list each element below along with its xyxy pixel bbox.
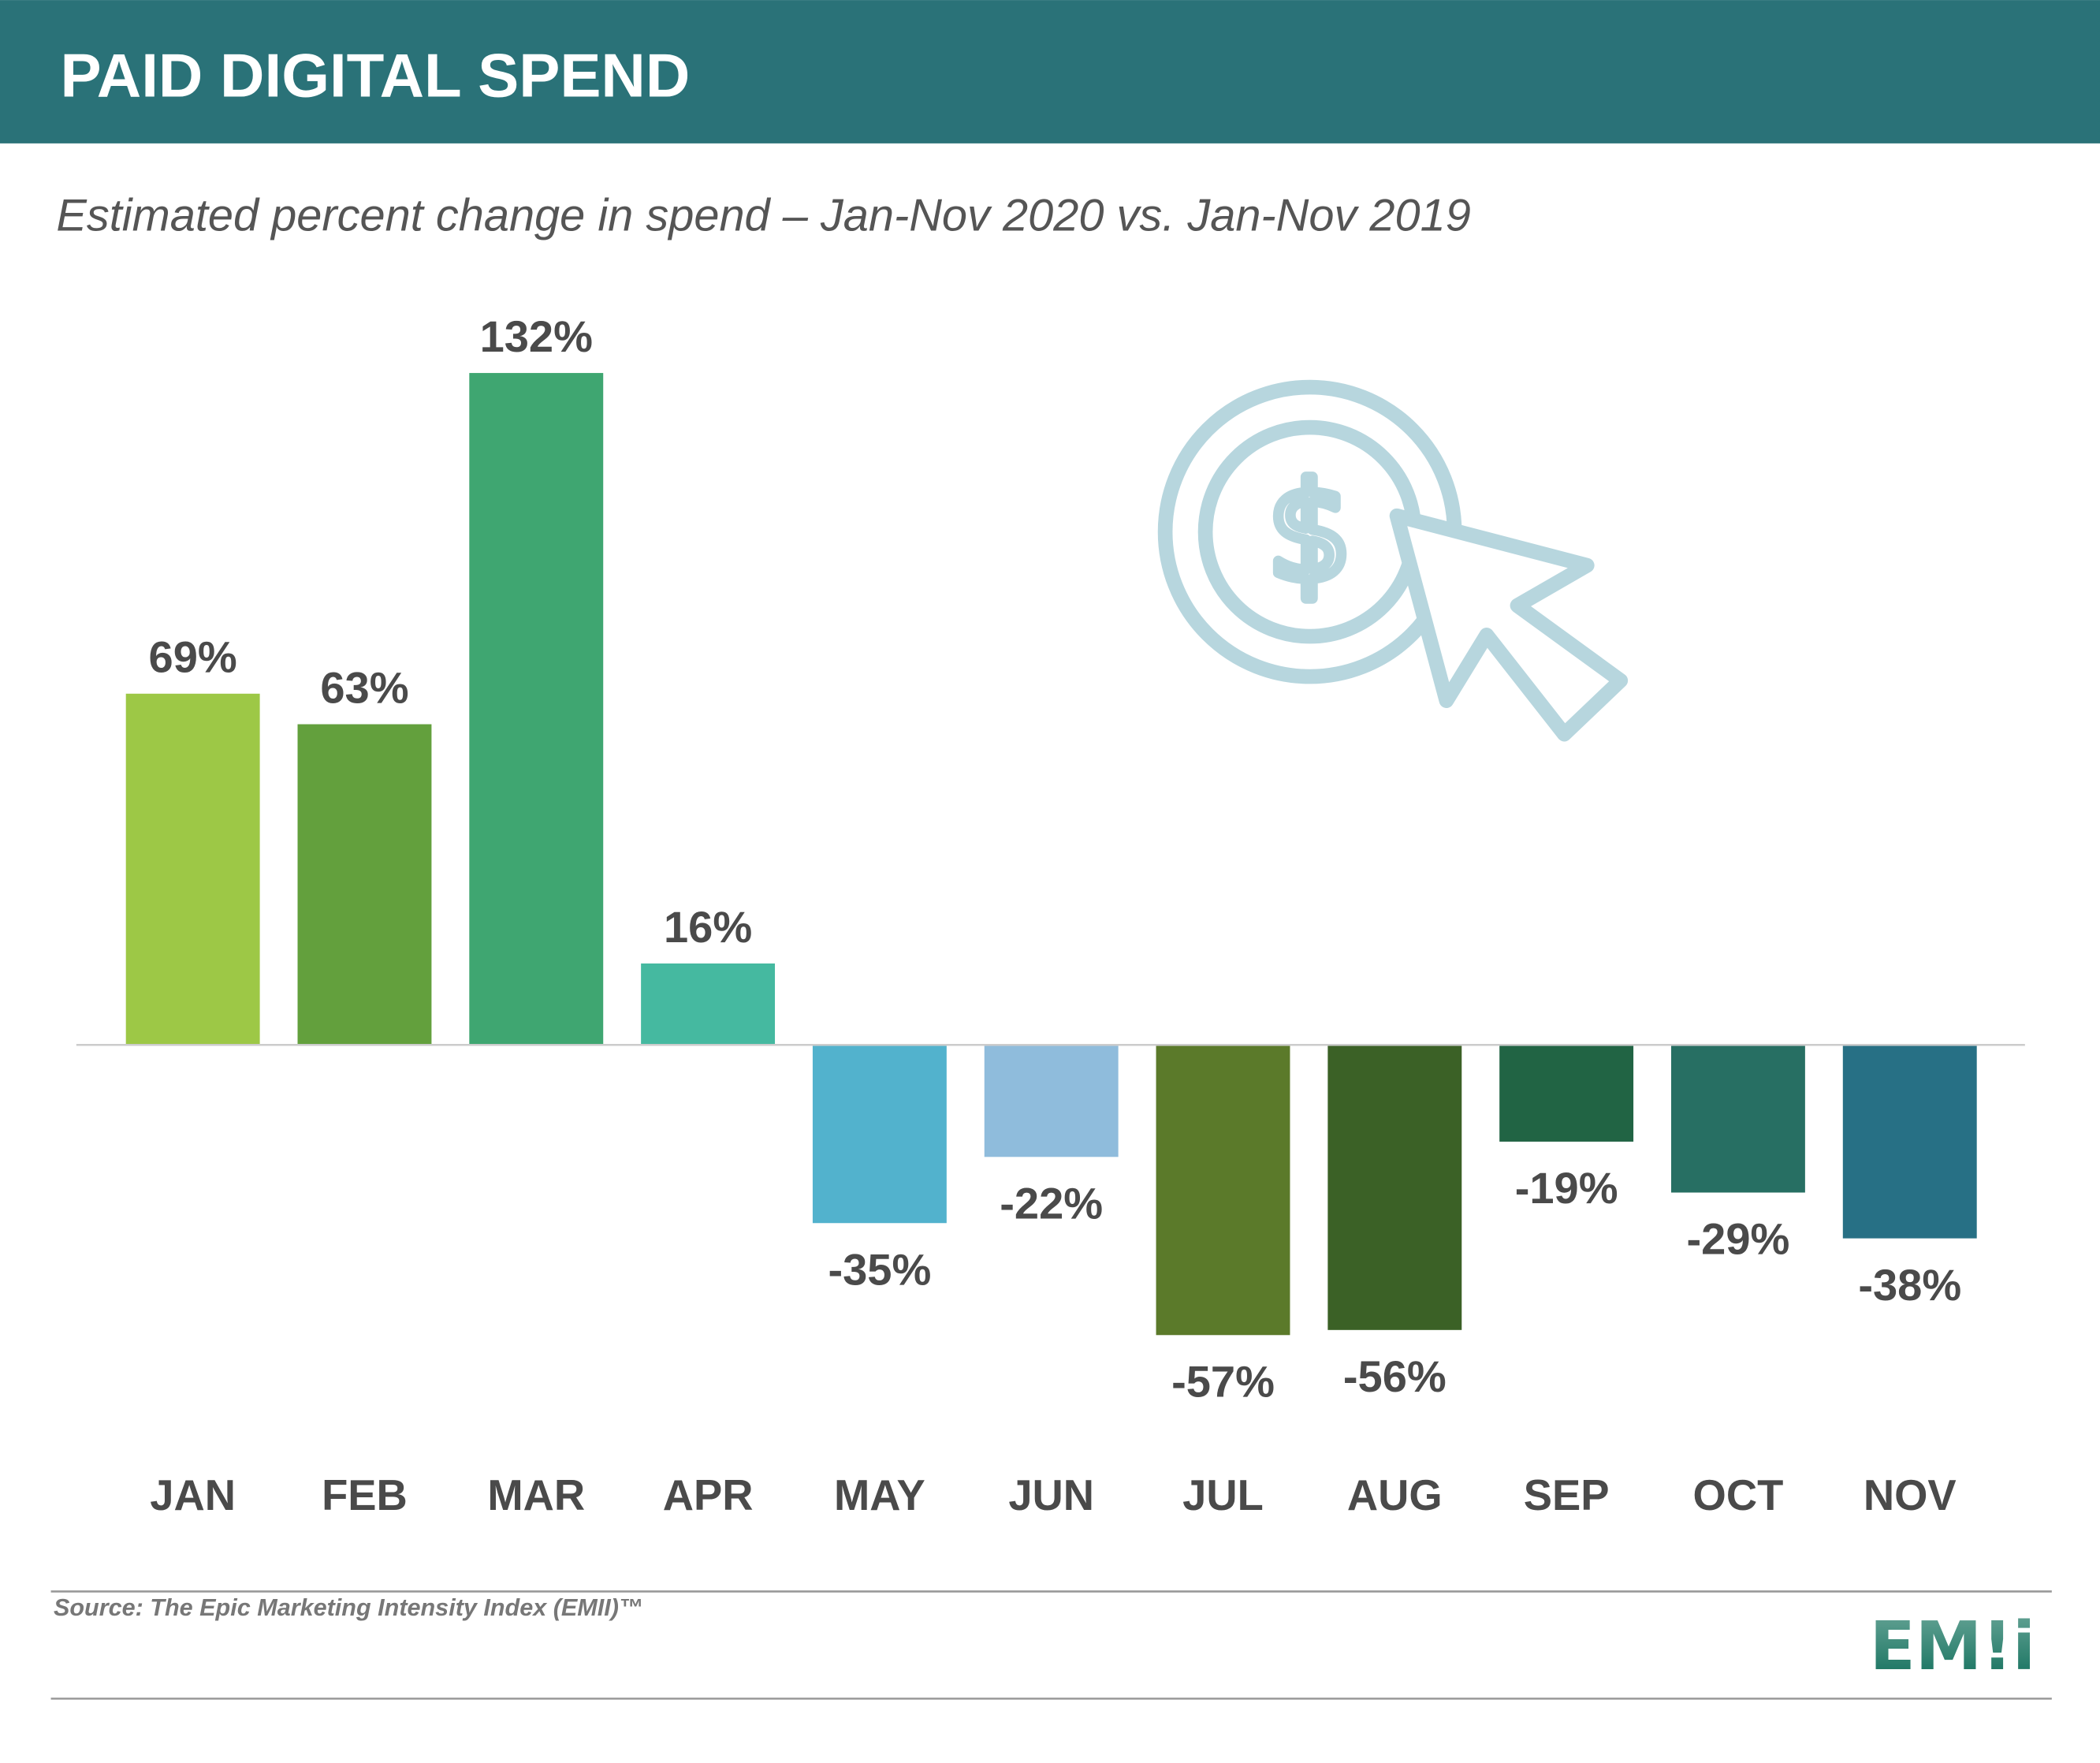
bars: 69% JAN 63% FEB 132% MAR 16% APR -35% MAY -22% JUN -… bbox=[125, 311, 1977, 1519]
bar-jul bbox=[1156, 1045, 1290, 1336]
bar-jun bbox=[984, 1045, 1119, 1157]
data-label: -38% bbox=[1858, 1260, 1961, 1310]
x-tick-label: FEB bbox=[322, 1471, 408, 1519]
emii-logo: EM!i bbox=[1870, 1608, 2035, 1686]
x-tick-label: OCT bbox=[1693, 1471, 1784, 1519]
chart-subtitle: Estimated percent change in spend – Jan-… bbox=[56, 190, 1471, 240]
cursor-arrow-icon bbox=[1389, 508, 1629, 742]
bar-jan bbox=[125, 693, 260, 1046]
x-tick-label: APR bbox=[663, 1471, 754, 1519]
bar-feb bbox=[297, 724, 432, 1046]
data-label: -22% bbox=[1000, 1178, 1103, 1228]
x-tick-label: MAR bbox=[487, 1471, 585, 1519]
data-label: -35% bbox=[828, 1244, 931, 1294]
data-label: 69% bbox=[149, 632, 237, 682]
bar-oct bbox=[1670, 1045, 1805, 1193]
dollar-click-icon: $ bbox=[1157, 379, 1629, 742]
x-tick-label: NOV bbox=[1864, 1471, 1957, 1519]
data-label: -56% bbox=[1343, 1351, 1447, 1401]
bar-aug bbox=[1327, 1045, 1462, 1330]
x-tick-label: MAY bbox=[834, 1471, 925, 1519]
data-label: -57% bbox=[1171, 1356, 1275, 1406]
x-tick-label: AUG bbox=[1347, 1471, 1443, 1519]
bar-nov bbox=[1842, 1045, 1977, 1239]
bar-may bbox=[812, 1045, 947, 1224]
data-label: 132% bbox=[480, 311, 593, 361]
x-tick-label: JUL bbox=[1182, 1471, 1264, 1519]
x-tick-label: JAN bbox=[150, 1471, 236, 1519]
x-tick-label: SEP bbox=[1524, 1471, 1610, 1519]
data-label: 63% bbox=[320, 662, 408, 712]
bar-mar bbox=[469, 373, 604, 1046]
x-tick-label: JUN bbox=[1008, 1471, 1094, 1519]
header-bar bbox=[0, 0, 2100, 144]
bar-apr bbox=[641, 963, 776, 1046]
data-label: -29% bbox=[1687, 1214, 1790, 1264]
data-label: 16% bbox=[664, 902, 752, 952]
dollar-sign-icon: $ bbox=[1268, 455, 1353, 611]
page-title: PAID DIGITAL SPEND bbox=[60, 40, 690, 110]
bar-sep bbox=[1499, 1045, 1634, 1142]
source-note: Source: The Epic Marketing Intensity Ind… bbox=[54, 1594, 643, 1621]
data-label: -19% bbox=[1515, 1163, 1618, 1213]
